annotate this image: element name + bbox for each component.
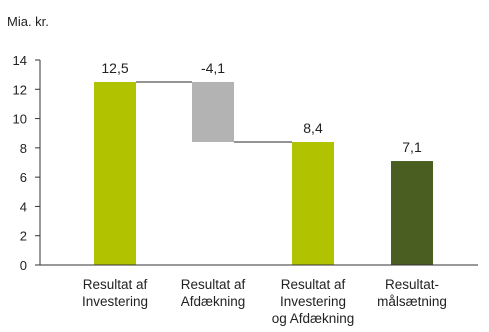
x-category-label-2: Resultat af Afdækning [181, 277, 246, 309]
x-category-label-1: Resultat af Investering [82, 277, 148, 309]
x-category-label-line: Resultat af [181, 277, 246, 292]
x-category-label-4: Resultat-målsætning [377, 277, 447, 309]
y-tick-label-8: 8 [20, 141, 27, 156]
x-category-label-3: Resultat af Investering og Afdækning [272, 277, 355, 326]
bar-4 [391, 161, 433, 265]
y-tick-label-0: 0 [20, 258, 27, 273]
x-category-label-line: og Afdækning [272, 311, 355, 326]
y-tick-label-14: 14 [13, 53, 27, 68]
data-label-4: 7,1 [402, 139, 422, 155]
y-tick-label-12: 12 [13, 82, 27, 97]
x-category-label-line: Resultat- [385, 277, 439, 292]
bar-2 [192, 81, 234, 142]
bar-3 [292, 142, 334, 265]
data-label-3: 8,4 [303, 120, 323, 136]
unit-label: Mia. kr. [7, 14, 49, 29]
data-label-2: -4,1 [201, 60, 225, 76]
x-category-label-line: Investering [280, 294, 346, 309]
x-category-label-line: Investering [82, 294, 148, 309]
data-label-1: 12,5 [101, 60, 128, 76]
bar-1 [94, 81, 136, 265]
x-category-label-line: målsætning [377, 294, 447, 309]
x-category-label-line: Resultat af [281, 277, 346, 292]
y-tick-label-2: 2 [20, 229, 27, 244]
x-category-label-line: Afdækning [181, 294, 246, 309]
y-tick-label-10: 10 [13, 112, 27, 127]
y-tick-label-6: 6 [20, 170, 27, 185]
y-tick-label-4: 4 [20, 199, 27, 214]
x-category-label-line: Resultat af [83, 277, 148, 292]
